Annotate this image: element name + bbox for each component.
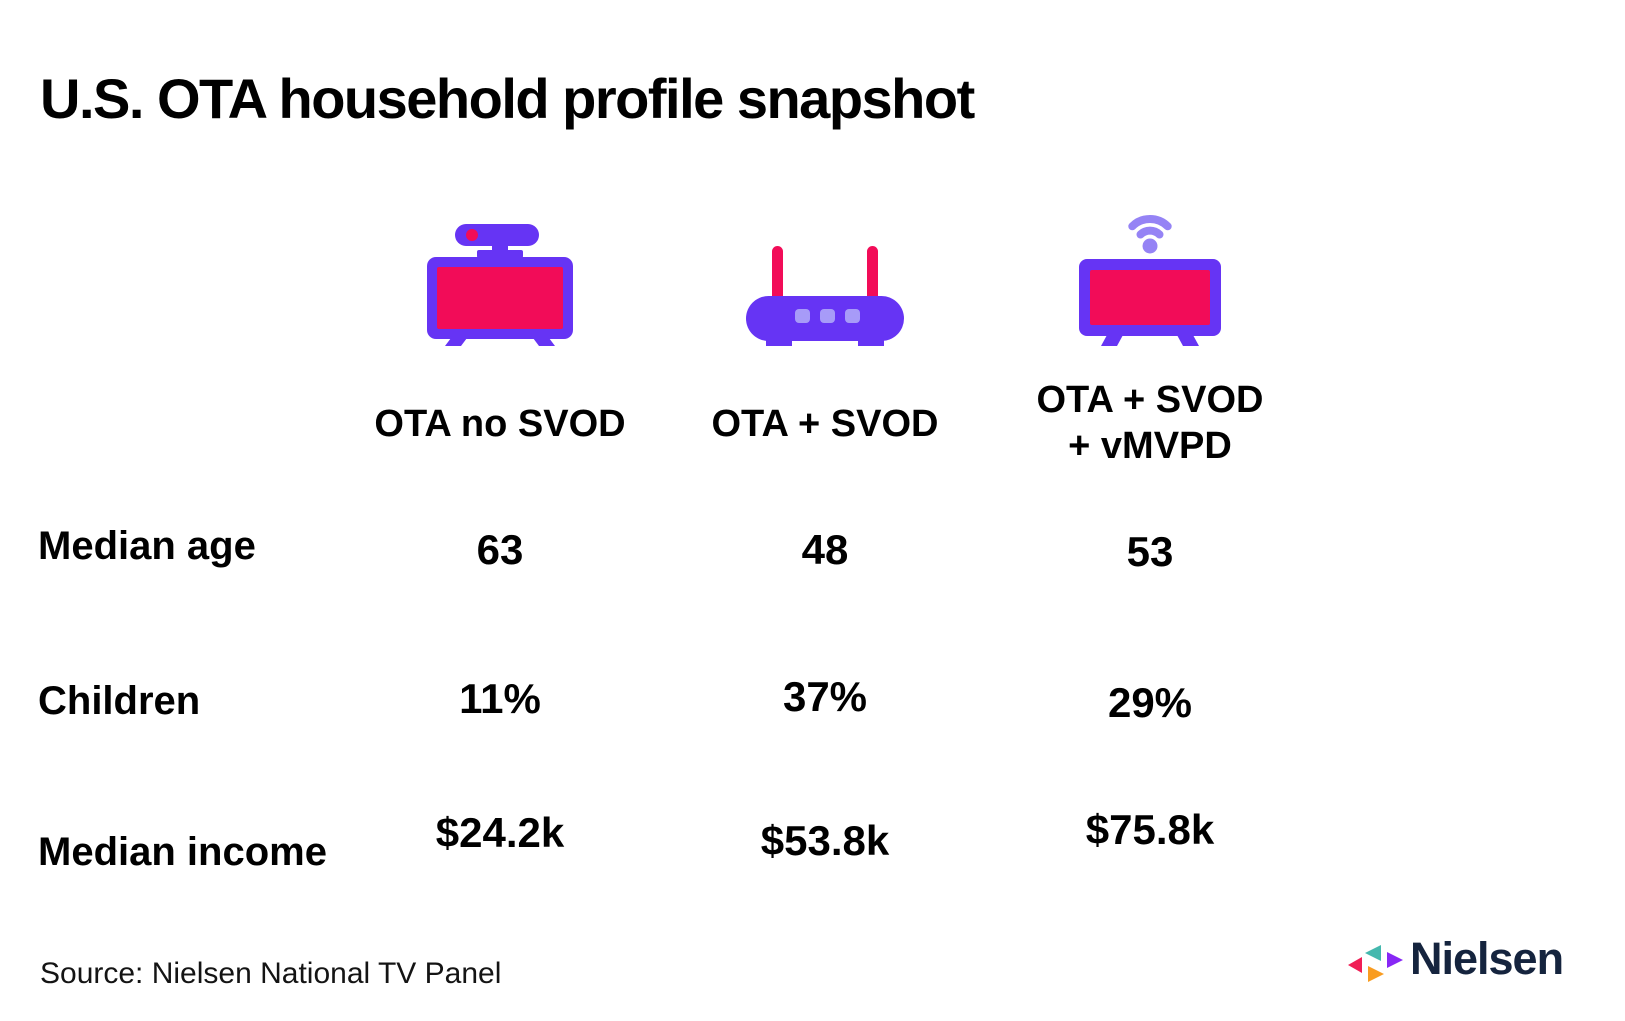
column-header-ota-no-svod: OTA no SVOD: [374, 403, 626, 445]
source-note: Source: Nielsen National TV Panel: [40, 957, 502, 990]
value-median-age-ota-svod: 48: [801, 526, 849, 573]
row-label-children: Children: [38, 679, 201, 723]
page-title: U.S. OTA household profile snapshot: [40, 66, 975, 130]
value-median-age-ota-svod-vmvpd: 53: [1126, 528, 1174, 575]
value-median-income-ota-svod-vmvpd: $75.8k: [1085, 806, 1215, 853]
icon-cell-ota-svod-vmvpd: [990, 190, 1310, 346]
row-label-median-income: Median income: [38, 830, 327, 874]
nielsen-logo-icon: [1348, 945, 1403, 982]
value-children-ota-no-svod: 11%: [459, 675, 541, 722]
column-header-ota-svod: OTA + SVOD: [711, 403, 939, 445]
icon-cell-ota-svod: [665, 190, 985, 346]
value-children-ota-svod-vmvpd: 29%: [1107, 679, 1193, 726]
value-median-age-ota-no-svod: 63: [476, 526, 524, 573]
nielsen-wordmark: Nielsen: [1410, 933, 1564, 984]
value-median-income-ota-svod: $53.8k: [760, 817, 890, 864]
router-icon: [746, 246, 904, 346]
row-label-median-age: Median age: [38, 524, 256, 568]
tv-with-wifi-icon: [1079, 214, 1221, 346]
column-header-ota-svod-vmvpd: OTA + SVOD + vMVPD: [1036, 379, 1264, 467]
icon-cell-ota-no-svod: [340, 190, 660, 346]
tv-with-antenna-box-icon: [427, 224, 573, 346]
value-median-income-ota-no-svod: $24.2k: [435, 809, 565, 856]
value-children-ota-svod: 37%: [782, 673, 868, 720]
